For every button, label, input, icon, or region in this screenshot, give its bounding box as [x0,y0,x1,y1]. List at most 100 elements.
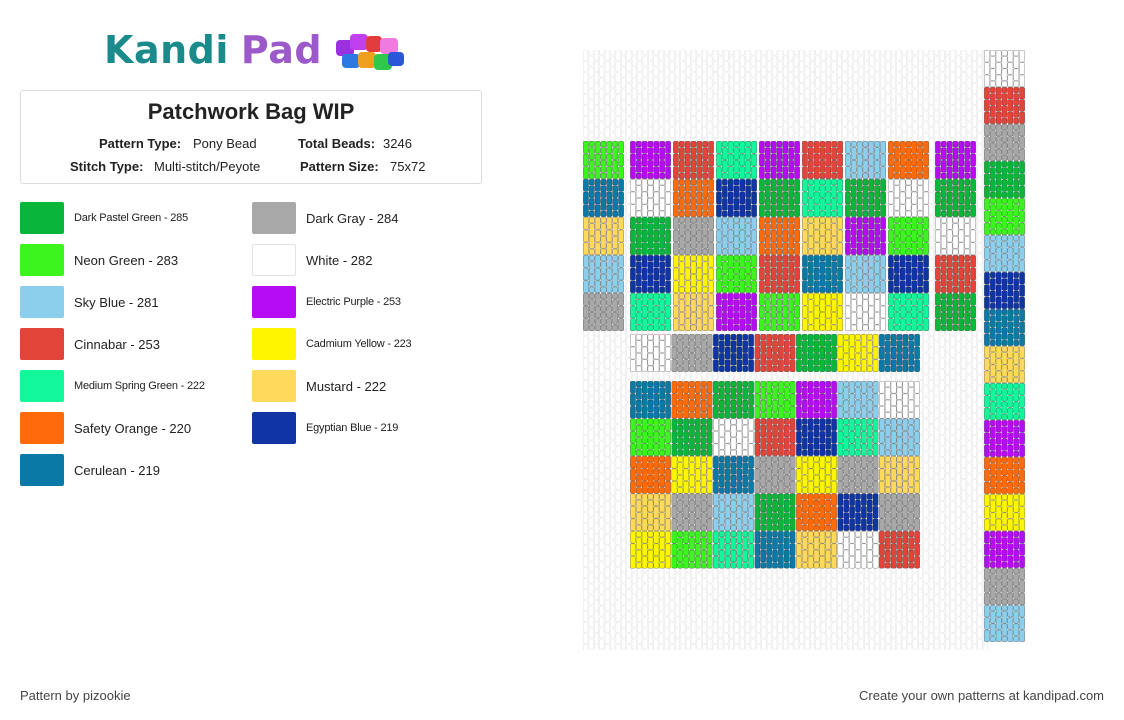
bead [760,418,767,425]
bead [893,236,900,249]
bead [618,318,624,331]
bead [1001,253,1008,266]
bead [1019,395,1025,408]
bead [860,443,867,456]
bead [819,531,826,544]
bead [902,543,909,556]
bead [946,191,953,205]
bead [689,353,695,366]
kandi-pad-logo[interactable]: Kandi Pad [104,26,408,74]
bead [759,267,765,281]
bead [849,381,856,394]
bead [856,153,863,167]
bead [641,255,648,268]
bead [618,293,624,306]
bead [946,280,953,293]
bead [606,280,613,293]
create-patterns-link[interactable]: Create your own patterns at kandipad.com [859,688,1104,703]
bead [630,406,636,419]
bead [802,267,808,281]
bead [618,280,624,293]
bead [850,160,857,173]
bead [880,179,886,192]
bead [745,217,752,224]
bead [677,449,684,456]
bead [888,280,894,293]
bead [708,293,714,306]
bead [659,324,666,331]
bead [635,524,642,531]
bead [766,531,773,544]
bead [641,406,648,419]
bead [653,543,660,556]
bead [964,172,971,179]
bead [671,456,678,469]
bead [783,387,790,400]
bead [866,399,873,413]
bead [908,334,915,341]
bead [751,191,757,205]
bead [724,431,731,444]
bead [696,229,703,243]
bead [1001,586,1008,599]
bead [659,160,666,173]
bead [653,217,660,230]
bead [683,493,690,506]
bead [908,340,915,353]
bead [908,499,915,513]
bead [748,493,754,506]
bead [733,274,740,287]
bead [995,210,1002,223]
bead [849,359,856,372]
bead [690,160,697,173]
bead [689,334,695,341]
bead [727,141,734,154]
legend-item: Safety Orange - 220 [20,412,191,444]
bead [995,395,1002,408]
bead [641,381,648,394]
bead [788,324,795,331]
bead [776,147,783,160]
bead [1013,531,1020,538]
bead [724,418,731,431]
bead [958,191,965,205]
bead [770,255,777,268]
bead [700,531,707,538]
bead [807,556,814,569]
bead [745,210,752,217]
bead [742,353,749,366]
bead [952,293,959,300]
bead [855,493,861,500]
bead [716,204,722,217]
bead [782,166,789,179]
bead [1013,142,1020,155]
bead [718,499,725,513]
bead [1019,247,1025,260]
bead [641,481,648,494]
bead [995,99,1002,112]
bead [952,299,959,312]
bead [837,506,844,519]
bead [788,179,795,186]
bead [684,318,691,331]
bead [766,543,773,556]
bead [689,399,695,413]
bead [635,274,642,287]
bead [635,437,642,450]
bead [748,456,754,469]
bead [1001,463,1008,476]
bead [700,487,707,494]
bead [766,393,773,406]
bead [600,185,607,198]
bead [796,456,802,469]
bead [855,499,861,513]
bead [989,450,996,457]
bead [801,524,808,531]
bead [1001,438,1008,451]
bead [612,255,619,262]
bead [700,399,707,413]
pattern-info-card: Patchwork Bag WIP Pattern Type: Pony Bea… [20,90,482,184]
bead [635,562,642,569]
bead [630,267,636,281]
bead [724,493,731,506]
